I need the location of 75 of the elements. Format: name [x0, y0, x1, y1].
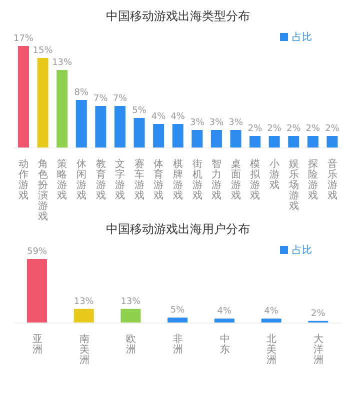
x-tick-label: 角色扮演游戏 — [36, 158, 48, 222]
bar — [153, 124, 164, 148]
bar — [192, 130, 203, 148]
x-tick-label: 非洲 — [173, 333, 183, 356]
chart-title: 中国移动游戏出海用户分布 — [105, 221, 251, 237]
bar — [172, 124, 184, 148]
bar — [95, 106, 106, 148]
x-tick-label: 亚洲 — [32, 334, 42, 356]
data-label: 8% — [74, 88, 89, 98]
data-label: 4% — [151, 112, 166, 122]
x-tick-label: 大洋洲 — [314, 333, 324, 366]
x-tick-label: 欧洲 — [126, 334, 136, 356]
bar — [120, 308, 141, 323]
x-tick-label: 街机游戏 — [192, 158, 202, 202]
data-label: 4% — [264, 306, 279, 317]
bar — [214, 318, 234, 323]
data-label: 5% — [132, 106, 147, 116]
data-label: 15% — [32, 46, 54, 56]
x-tick-label: 小游戏 — [269, 158, 280, 191]
bar — [261, 318, 282, 323]
x-tick-label: 动作游戏 — [18, 159, 29, 202]
data-label: 2% — [267, 124, 282, 134]
bar — [134, 118, 145, 148]
data-label: 2% — [325, 124, 340, 134]
data-label: 17% — [13, 34, 34, 44]
data-label: 3% — [190, 118, 205, 128]
x-tick-label: 中东 — [220, 333, 230, 356]
data-label: 7% — [94, 94, 108, 104]
x-tick-label: 教育游戏 — [96, 159, 106, 202]
x-tick-label: 北美洲 — [266, 333, 277, 366]
bar — [250, 136, 261, 148]
x-tick-label: 体育游戏 — [154, 158, 164, 202]
x-tick-label: 娱乐场游戏 — [288, 159, 299, 212]
x-tick-label: 模拟游戏 — [250, 158, 262, 202]
data-label: 2% — [306, 124, 320, 134]
bar — [210, 130, 222, 148]
data-label: 3% — [209, 118, 224, 128]
legend-label: 占比 — [292, 245, 312, 256]
data-label: 7% — [112, 94, 128, 104]
bar — [56, 70, 68, 148]
bar — [268, 136, 280, 148]
bar — [230, 130, 242, 148]
data-label: 2% — [286, 124, 302, 134]
x-tick-label: 南美洲 — [79, 333, 90, 366]
chart-title: 中国移动游戏出海类型分布 — [105, 8, 251, 24]
x-tick-label: 智力游戏 — [212, 158, 222, 202]
x-tick-label: 休闲游戏 — [76, 159, 87, 202]
bar — [326, 136, 338, 148]
data-label: 13% — [120, 296, 142, 307]
x-tick-label: 探险游戏 — [308, 158, 318, 202]
data-label: 2% — [248, 124, 263, 134]
bar — [114, 106, 126, 148]
legend-label: 占比 — [292, 32, 312, 43]
bar — [168, 318, 188, 323]
data-label: 4% — [217, 306, 232, 317]
data-label: 59% — [26, 247, 48, 257]
bar — [18, 46, 29, 148]
bar — [307, 136, 318, 148]
x-tick-label: 桌面游戏 — [230, 158, 241, 202]
bar — [37, 58, 48, 148]
bar — [288, 136, 300, 148]
x-tick-label: 策略游戏 — [57, 158, 68, 202]
data-label: 13% — [52, 58, 73, 68]
x-tick-label: 文字游戏 — [115, 158, 126, 202]
data-label: 2% — [311, 308, 326, 319]
data-label: 5% — [170, 306, 186, 316]
x-tick-label: 音乐游戏 — [327, 158, 338, 202]
x-tick-label: 赛车游戏 — [134, 158, 144, 202]
bar — [76, 100, 87, 148]
bar — [74, 308, 94, 323]
data-label: 3% — [228, 118, 244, 128]
data-label: 4% — [170, 112, 186, 122]
bar — [27, 259, 47, 323]
data-label: 13% — [74, 296, 94, 307]
x-tick-label: 棋牌游戏 — [173, 158, 183, 202]
